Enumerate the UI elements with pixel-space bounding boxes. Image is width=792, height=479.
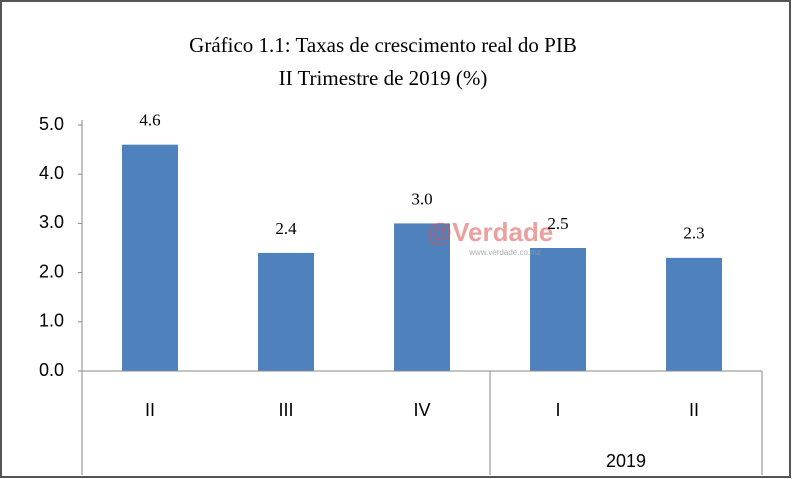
value-label: 3.0 xyxy=(411,189,432,208)
group-label: 2019 xyxy=(606,451,646,471)
bar xyxy=(122,144,178,371)
value-label: 2.4 xyxy=(275,219,297,238)
watermark: @Verdade xyxy=(427,217,554,247)
bar xyxy=(666,257,722,371)
bar xyxy=(530,248,586,371)
y-tick-label: 4.0 xyxy=(39,163,64,183)
value-label: 2.5 xyxy=(547,214,568,233)
y-tick-label: 0.0 xyxy=(39,360,64,380)
x-tick-label: III xyxy=(278,400,293,420)
x-tick-label: II xyxy=(145,400,155,420)
y-tick-label: 5.0 xyxy=(39,114,64,134)
value-label: 4.6 xyxy=(139,111,160,130)
chart-subtitle: II Trimestre de 2019 (%) xyxy=(279,66,488,90)
x-tick-label: IV xyxy=(413,400,430,420)
bar xyxy=(394,223,450,371)
y-tick-label: 3.0 xyxy=(39,212,64,232)
y-tick-label: 1.0 xyxy=(39,311,64,331)
y-tick-label: 2.0 xyxy=(39,261,64,281)
bar xyxy=(258,252,314,371)
x-tick-label: I xyxy=(555,400,560,420)
x-tick-label: II xyxy=(689,400,699,420)
value-label: 2.3 xyxy=(683,224,704,243)
watermark-url: www.verdade.co.mz xyxy=(468,248,541,257)
chart-title: Gráfico 1.1: Taxas de crescimento real d… xyxy=(189,33,577,57)
